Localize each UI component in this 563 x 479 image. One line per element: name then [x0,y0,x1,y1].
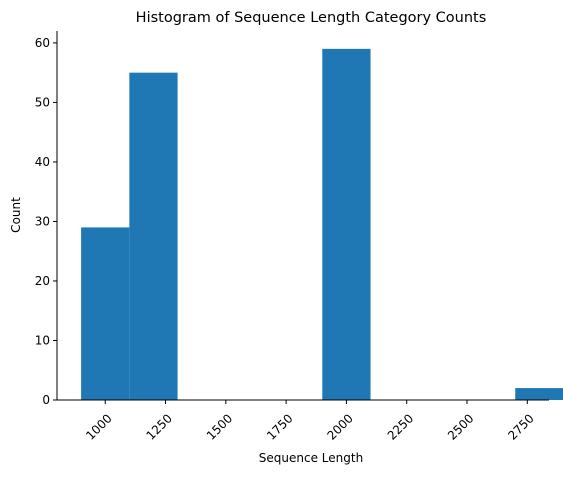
histogram-bar [81,227,130,400]
y-axis: 0 10 20 30 40 50 60 [35,31,58,407]
histogram-bar [515,388,563,400]
x-tick-label: 1250 [144,411,175,442]
chart-title: Histogram of Sequence Length Category Co… [136,10,487,26]
y-tick-label: 60 [35,36,50,50]
x-tick-label: 2000 [324,411,355,442]
x-axis: 1000 1250 1500 1750 2000 2250 2500 2750 [57,399,549,443]
y-tick-label: 10 [35,333,50,347]
y-tick-label: 40 [35,155,50,169]
x-tick-label: 2250 [385,411,416,442]
x-tick-label: 1500 [204,411,235,442]
x-tick-label: 2500 [445,411,476,442]
histogram-bar [322,48,371,401]
y-tick-label: 50 [35,95,50,109]
x-tick-label: 2750 [505,411,536,442]
histogram-bar [129,72,178,401]
x-tick-label: 1000 [83,411,114,442]
x-tick-label: 1750 [264,411,295,442]
y-tick-label: 0 [42,393,50,407]
y-tick-label: 20 [35,274,50,288]
y-axis-label: Count [9,197,23,233]
y-tick-label: 30 [35,214,50,228]
x-axis-label: Sequence Length [259,451,363,465]
bars-group [81,48,563,401]
